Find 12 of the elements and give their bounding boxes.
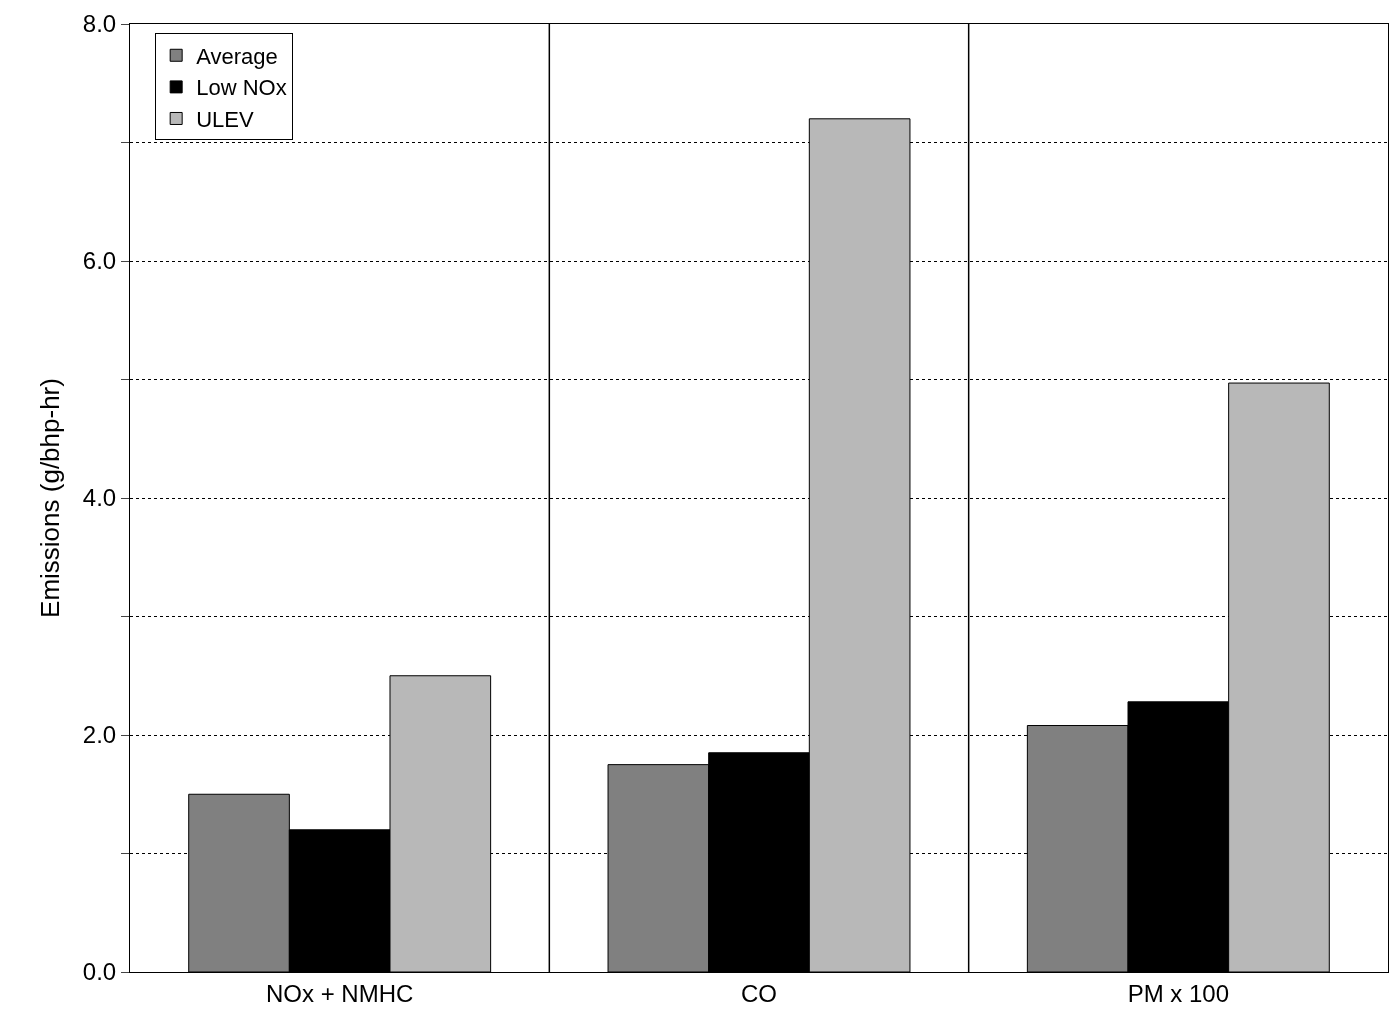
- x-tick-label: CO: [741, 979, 777, 1007]
- y-tick-label: 4.0: [82, 484, 117, 512]
- x-tick-label: PM x 100: [1127, 979, 1230, 1007]
- legend-label: Low NOx: [196, 75, 287, 101]
- legend-label: Average: [196, 43, 278, 69]
- y-tick-label: 8.0: [82, 10, 117, 38]
- legend-label: ULEV: [196, 107, 254, 133]
- y-axis-title: Emissions (g/bhp-hr): [35, 378, 66, 618]
- y-tick-label: 6.0: [82, 247, 117, 275]
- y-tick-label: 0.0: [82, 958, 117, 986]
- x-tick-label: NOx + NMHC: [266, 979, 414, 1007]
- y-tick-label: 2.0: [82, 721, 117, 749]
